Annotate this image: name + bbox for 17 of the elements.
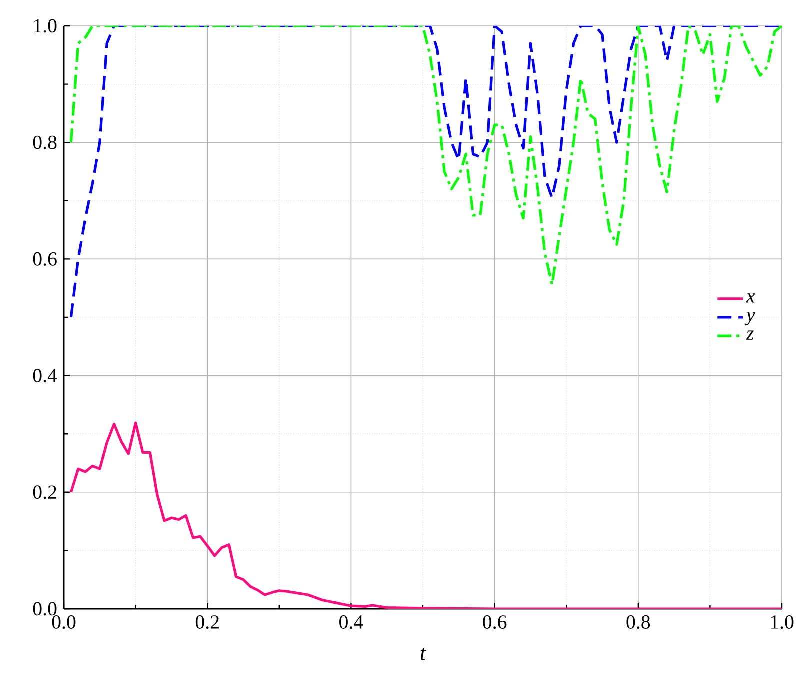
x-axis-title: t <box>420 648 426 660</box>
x-tick-label: 1.0 <box>771 616 794 630</box>
y-tick-label: 0.4 <box>33 369 58 383</box>
x-tick-label: 0.8 <box>626 616 650 630</box>
y-tick-label: 0.2 <box>33 486 56 500</box>
x-tick-label: 0.4 <box>340 616 364 630</box>
y-tick-label: 0.8 <box>33 136 57 150</box>
y-tick-label: 1.0 <box>34 19 57 33</box>
legend-label: x <box>746 294 756 303</box>
x-tick-label: 0.2 <box>196 616 219 630</box>
y-tick-label: 0.6 <box>33 252 57 266</box>
legend-label: y <box>744 312 756 326</box>
x-tick-label: 0.6 <box>483 616 507 630</box>
y-tick-label: 0.0 <box>33 602 57 616</box>
legend-label: z <box>746 330 754 340</box>
line-series <box>70 422 782 609</box>
x-tick-label: 0.0 <box>52 616 76 630</box>
